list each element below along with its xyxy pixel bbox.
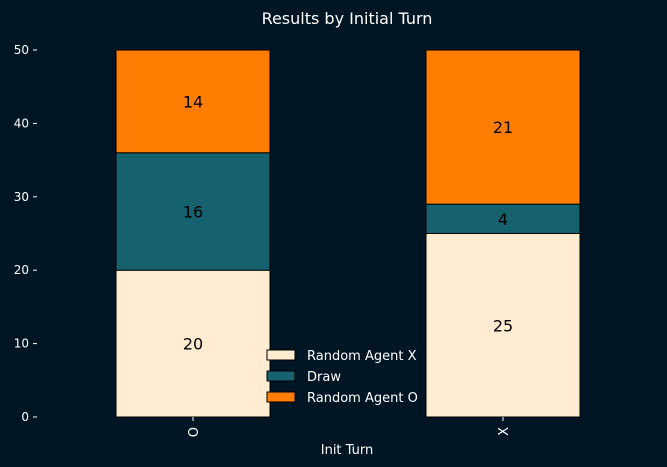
y-tick-label: 20 <box>14 263 29 277</box>
legend-swatch <box>266 349 296 361</box>
y-tick-label: 40 <box>14 116 29 130</box>
y-tick-label: 30 <box>14 190 29 204</box>
y-tick-label: 0 <box>21 410 29 424</box>
x-tick-label: O <box>187 427 202 437</box>
bars: 20 16 14 25 4 21 <box>115 49 581 418</box>
y-tick-label: 10 <box>14 337 29 351</box>
data-label: 14 <box>183 92 203 111</box>
bar-segment <box>115 49 271 154</box>
legend: Random Agent X Draw Random Agent O <box>266 349 418 406</box>
data-label: 25 <box>493 316 513 335</box>
legend-label: Random Agent O <box>307 391 418 406</box>
legend-label: Random Agent X <box>307 349 417 364</box>
data-label: 4 <box>498 210 508 229</box>
data-label: 20 <box>183 335 203 354</box>
legend-swatch <box>266 370 296 382</box>
bar-segment <box>425 233 581 418</box>
data-label: 16 <box>183 202 203 221</box>
x-tick-label: X <box>497 427 512 436</box>
y-tick-label: 50 <box>14 43 29 57</box>
bar-segment <box>425 203 581 234</box>
data-label: 21 <box>493 118 513 137</box>
legend-swatch <box>266 391 296 403</box>
legend-label: Draw <box>307 370 341 385</box>
y-axis: 0 10 20 30 40 50 <box>14 43 37 424</box>
bar-segment <box>425 49 581 205</box>
x-axis-label: Init Turn <box>321 443 373 458</box>
bar-segment <box>115 152 271 271</box>
chart-title: Results by Initial Turn <box>262 9 433 28</box>
